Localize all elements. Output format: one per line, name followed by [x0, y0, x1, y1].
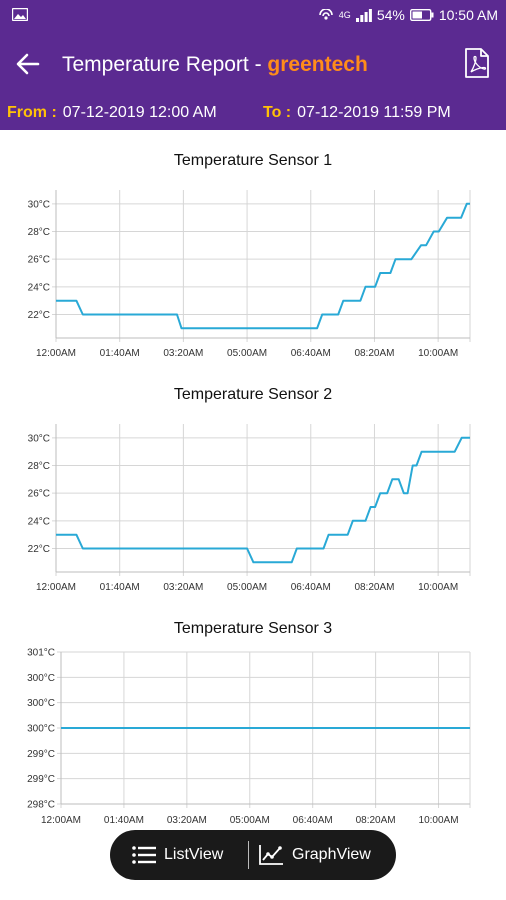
to-value: 07-12-2019 11:59 PM: [297, 104, 451, 121]
y-tick-label: 24°C: [28, 282, 50, 293]
chart-title-sensor-2: Temperature Sensor 2: [173, 386, 333, 403]
x-tick-label: 12:00AM: [36, 582, 76, 593]
x-tick-label: 06:40AM: [291, 582, 331, 593]
x-tick-label: 03:20AM: [163, 348, 203, 359]
y-tick-label: 30°C: [28, 433, 50, 444]
signal-icon: [355, 8, 372, 22]
gallery-icon: [12, 8, 28, 21]
x-tick-label: 05:00AM: [227, 348, 267, 359]
x-tick-label: 01:40AM: [100, 582, 140, 593]
clock: 10:50 AM: [438, 7, 498, 23]
x-tick-label: 05:00AM: [227, 582, 267, 593]
title-prefix: Temperature Report -: [62, 53, 268, 76]
arrow-left-icon[interactable]: [14, 50, 42, 78]
y-tick-label: 298°C: [27, 800, 55, 811]
y-tick-label: 300°C: [27, 724, 55, 735]
temperature-series-line: [56, 436, 470, 564]
x-tick-label: 03:20AM: [167, 815, 207, 826]
to-label: To :: [263, 104, 292, 121]
x-tick-label: 10:00AM: [418, 582, 458, 593]
date-range-bar: From : 07-12-2019 12:00 AM To : 07-12-2019…: [0, 98, 506, 130]
battery-icon: [409, 9, 434, 21]
chart-title-sensor-3: Temperature Sensor 3: [173, 620, 333, 637]
from-date[interactable]: From : 07-12-2019 12:00 AM: [7, 104, 217, 122]
x-tick-label: 01:40AM: [104, 815, 144, 826]
y-tick-label: 26°C: [28, 489, 50, 500]
graph-view-label: GraphView: [292, 846, 371, 863]
x-tick-label: 08:20AM: [354, 582, 394, 593]
brand-name: greentech: [267, 53, 368, 76]
temperature-series-line: [56, 202, 470, 330]
x-tick-label: 08:20AM: [356, 815, 396, 826]
list-view-button[interactable]: ListView: [132, 830, 223, 880]
line-chart-sensor-1: 12:00AM 01:40AM 03:20AM 05:00AM 06:40AM 08:20…: [28, 190, 471, 359]
y-tick-label: 24°C: [28, 516, 50, 527]
y-tick-label: 22°C: [28, 310, 50, 321]
line-graph-icon: [259, 845, 283, 865]
y-tick-label: 299°C: [27, 774, 55, 785]
pdf-icon[interactable]: [464, 47, 490, 79]
y-tick-label: 22°C: [28, 544, 50, 555]
line-chart-sensor-3: 12:00AM 01:40AM 03:20AM 05:00AM 06:40AM 08:20…: [27, 648, 471, 826]
battery-percent: 54%: [376, 7, 405, 23]
y-tick-label: 26°C: [28, 255, 50, 266]
y-tick-label: 300°C: [27, 673, 55, 684]
x-tick-label: 01:40AM: [100, 348, 140, 359]
toggle-divider: [248, 841, 249, 869]
from-value: 07-12-2019 12:00 AM: [62, 104, 217, 121]
x-tick-label: 10:00AM: [418, 348, 458, 359]
chart-title-sensor-1: Temperature Sensor 1: [173, 152, 333, 169]
x-tick-label: 08:20AM: [354, 348, 394, 359]
y-tick-label: 299°C: [27, 749, 55, 760]
network-type: 4G: [338, 10, 351, 20]
view-toggle: ListView GraphView: [110, 830, 396, 880]
y-tick-label: 28°C: [28, 227, 50, 238]
x-tick-label: 05:00AM: [230, 815, 270, 826]
status-bar: 4G 54% 10:50 AM: [0, 0, 506, 30]
x-tick-label: 12:00AM: [36, 348, 76, 359]
list-view-label: ListView: [164, 846, 224, 863]
x-tick-label: 06:40AM: [293, 815, 333, 826]
app-bar: Temperature Report - greentech: [0, 30, 506, 98]
from-label: From :: [7, 104, 57, 121]
y-tick-label: 30°C: [28, 199, 50, 210]
x-tick-label: 03:20AM: [163, 582, 203, 593]
graph-view-button[interactable]: GraphView: [258, 830, 371, 880]
page-title: Temperature Report - greentech: [62, 52, 368, 78]
to-date[interactable]: To : 07-12-2019 11:59 PM: [263, 104, 451, 122]
y-tick-label: 301°C: [27, 648, 55, 659]
x-tick-label: 12:00AM: [41, 815, 81, 826]
y-tick-label: 300°C: [27, 698, 55, 709]
hotspot-icon: [318, 9, 333, 20]
list-icon: [132, 846, 156, 864]
x-tick-label: 06:40AM: [291, 348, 331, 359]
y-tick-label: 28°C: [28, 461, 50, 472]
x-tick-label: 10:00AM: [419, 815, 459, 826]
line-chart-sensor-2: 12:00AM 01:40AM 03:20AM 05:00AM 06:40AM 08:20…: [28, 424, 471, 593]
